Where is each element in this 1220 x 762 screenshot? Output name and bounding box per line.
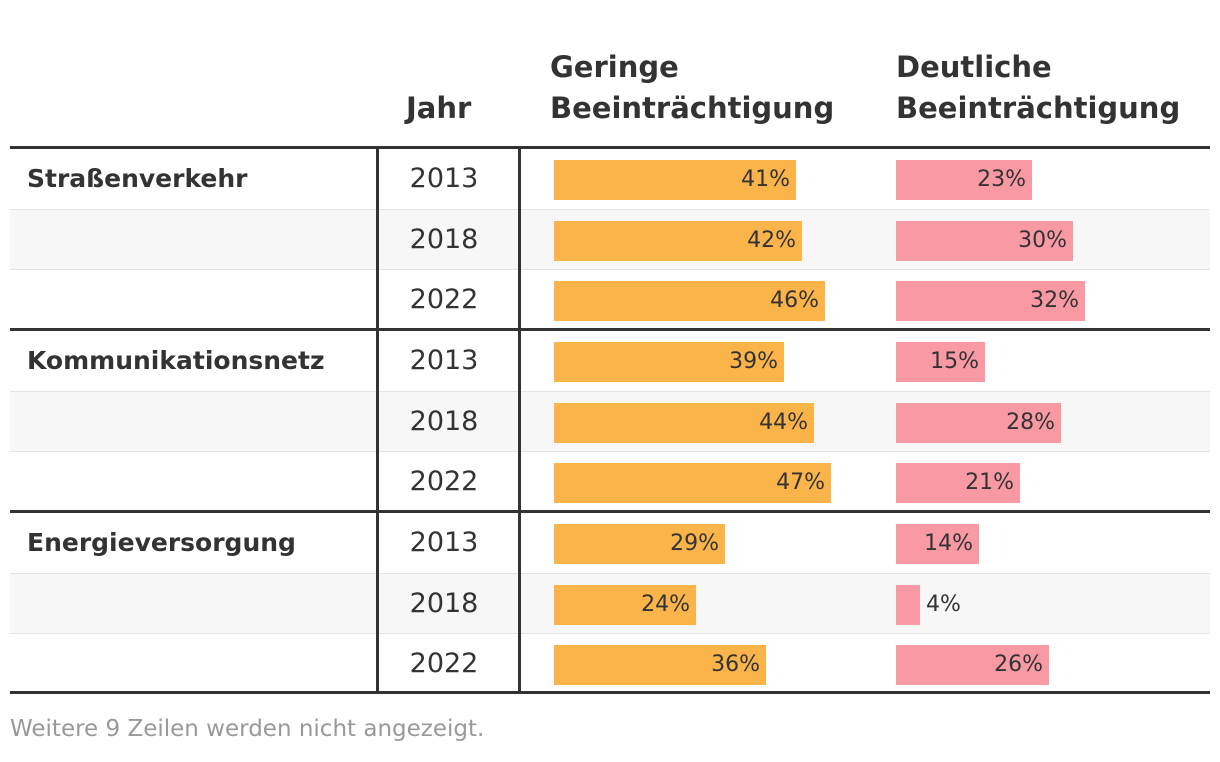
- column-divider: [376, 149, 379, 691]
- deutliche-bar: [896, 645, 1049, 685]
- header-geringe-line1: Geringe: [550, 50, 679, 84]
- geringe-value-label: 44%: [759, 410, 808, 435]
- deutliche-bar: [896, 524, 979, 564]
- header-deutliche: Deutliche Beeinträchtigung: [896, 47, 1180, 129]
- table-row: Energieversorgung 2013 29% 14%: [10, 513, 1210, 573]
- header-geringe-line2: Beeinträchtigung: [550, 91, 835, 125]
- deutliche-value-label: 21%: [965, 470, 1014, 495]
- table-row: 2022 36% 26%: [10, 633, 1210, 693]
- year-cell: 2022: [409, 466, 479, 497]
- year-cell: 2018: [409, 406, 479, 437]
- table-row: Kommunikationsnetz 2013 39% 15%: [10, 331, 1210, 391]
- geringe-bar: [554, 645, 766, 685]
- geringe-bar: [554, 342, 784, 382]
- table-row: Straßenverkehr 2013 41% 23%: [10, 149, 1210, 209]
- deutliche-value-label: 32%: [1030, 288, 1079, 313]
- deutliche-value-label: 14%: [924, 531, 973, 556]
- geringe-value-label: 47%: [776, 470, 825, 495]
- geringe-bar: [554, 524, 725, 564]
- year-cell: 2022: [409, 648, 479, 679]
- table-row: 2018 42% 30%: [10, 209, 1210, 269]
- header-geringe: Geringe Beeinträchtigung: [550, 47, 834, 129]
- year-cell: 2013: [409, 345, 479, 376]
- category-label: Straßenverkehr: [27, 164, 248, 193]
- deutliche-value-label: 26%: [994, 652, 1043, 677]
- table-row: 2022 47% 21%: [10, 451, 1210, 511]
- geringe-value-label: 41%: [741, 167, 790, 192]
- geringe-bar: [554, 403, 814, 443]
- table-row: 2018 24% 4%: [10, 573, 1210, 633]
- deutliche-bar: [896, 160, 1032, 200]
- table-row: 2018 44% 28%: [10, 391, 1210, 451]
- geringe-bar: [554, 585, 696, 625]
- deutliche-value-label: 28%: [1006, 410, 1055, 435]
- table-row: 2022 46% 32%: [10, 269, 1210, 329]
- deutliche-bar: [896, 585, 920, 625]
- deutliche-bar: [896, 342, 985, 382]
- geringe-value-label: 29%: [670, 531, 719, 556]
- deutliche-bar: [896, 403, 1061, 443]
- geringe-bar: [554, 221, 802, 261]
- year-cell: 2013: [409, 527, 479, 558]
- header-deutliche-line1: Deutliche: [896, 50, 1052, 84]
- geringe-bar: [554, 463, 831, 503]
- geringe-bar: [554, 281, 825, 321]
- category-label: Kommunikationsnetz: [27, 346, 325, 375]
- header-deutliche-line2: Beeinträchtigung: [896, 91, 1181, 125]
- header-rule: [10, 146, 1210, 149]
- group-separator: [10, 328, 1210, 331]
- geringe-value-label: 36%: [711, 652, 760, 677]
- deutliche-bar: [896, 281, 1085, 321]
- deutliche-value-label: 4%: [926, 592, 961, 617]
- header-year-label: Jahr: [406, 91, 472, 125]
- year-cell: 2018: [409, 224, 479, 255]
- geringe-value-label: 39%: [729, 349, 778, 374]
- geringe-bar: [554, 160, 796, 200]
- deutliche-value-label: 15%: [930, 349, 979, 374]
- bottom-rule: [10, 691, 1210, 694]
- year-cell: 2018: [409, 588, 479, 619]
- geringe-value-label: 24%: [641, 592, 690, 617]
- year-cell: 2022: [409, 284, 479, 315]
- deutliche-bar: [896, 463, 1020, 503]
- column-divider: [518, 149, 521, 691]
- deutliche-value-label: 30%: [1018, 228, 1067, 253]
- group-separator: [10, 510, 1210, 513]
- category-label: Energieversorgung: [27, 528, 296, 557]
- footer-note: Weitere 9 Zeilen werden nicht angezeigt.: [10, 716, 485, 742]
- geringe-value-label: 42%: [747, 228, 796, 253]
- deutliche-value-label: 23%: [977, 167, 1026, 192]
- deutliche-bar: [896, 221, 1073, 261]
- geringe-value-label: 46%: [770, 288, 819, 313]
- year-cell: 2013: [409, 163, 479, 194]
- header-year: Jahr: [406, 88, 471, 129]
